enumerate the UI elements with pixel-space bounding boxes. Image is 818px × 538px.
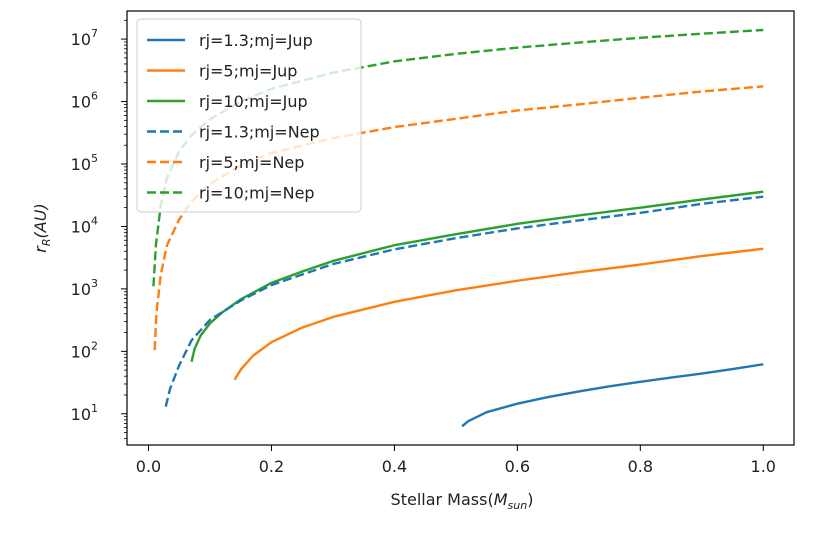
series-line-2 (233, 247, 764, 381)
y-tick-label: 103 (71, 277, 98, 299)
x-tick-label: 0.6 (505, 457, 530, 476)
series-line-4 (164, 195, 764, 407)
x-tick-label: 0.4 (382, 457, 407, 476)
legend-label: rj=5;mj=Jup (199, 62, 297, 81)
legend-label: rj=5;mj=Nep (199, 153, 304, 172)
series-line-1 (461, 363, 764, 428)
plot-frame (126, 10, 795, 446)
y-tick-label: 107 (71, 27, 98, 49)
y-tick-label: 106 (71, 90, 98, 112)
y-axis: 101 102 103 104 105 106 107 (71, 19, 127, 440)
series-line-3 (190, 190, 764, 363)
y-tick-label: 104 (71, 214, 98, 236)
x-tick-label: 0.0 (136, 457, 161, 476)
y-tick-label: 105 (71, 152, 98, 174)
x-axis: 0.0 0.2 0.4 0.6 0.8 1.0 (136, 445, 776, 476)
legend-label: rj=10;mj=Jup (199, 92, 308, 111)
y-tick-label: 101 (71, 402, 98, 424)
legend-label: rj=1.3;mj=Jup (199, 31, 313, 50)
legend-label: rj=10;mj=Nep (199, 184, 315, 203)
x-tick-label: 0.2 (259, 457, 284, 476)
legend: rj=1.3;mj=Jup rj=5;mj=Jup rj=10;mj=Jup rj=1… (136, 18, 362, 213)
legend-box (136, 18, 362, 213)
legend-label: rj=1.3;mj=Nep (199, 123, 320, 142)
y-tick-label: 102 (71, 339, 98, 361)
y-axis-label: rR(AU) (31, 203, 53, 252)
x-axis-label: Stellar Mass(Msun) (391, 490, 534, 512)
x-tick-label: 0.8 (628, 457, 653, 476)
x-tick-label: 1.0 (751, 457, 776, 476)
